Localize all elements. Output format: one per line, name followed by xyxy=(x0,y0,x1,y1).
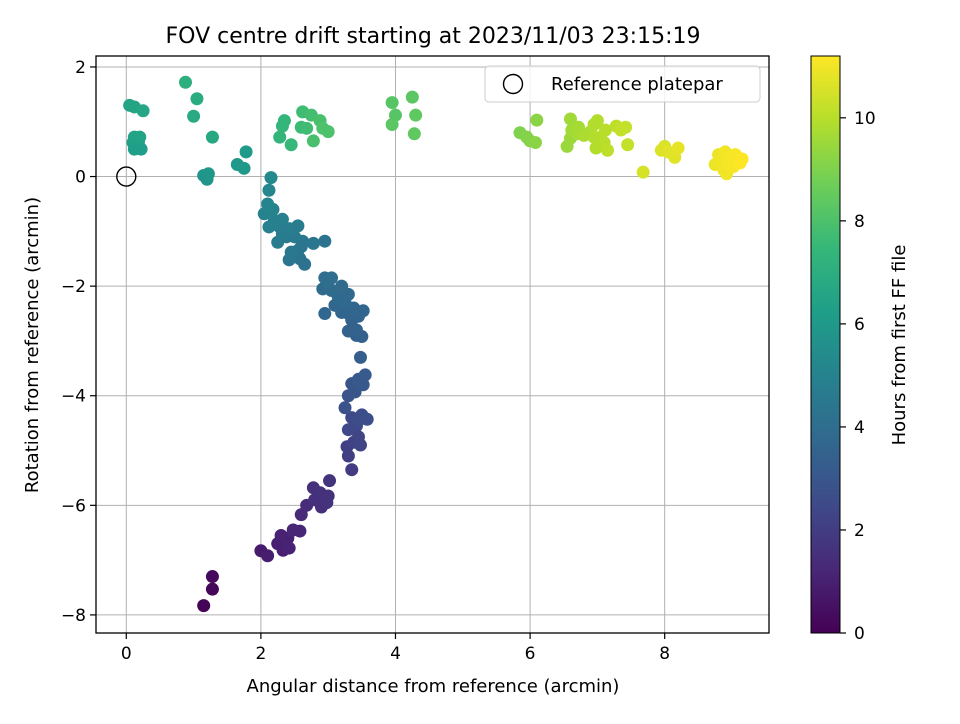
colorbar-tick-label: 6 xyxy=(854,315,865,335)
data-point xyxy=(261,197,275,211)
data-point xyxy=(190,92,204,106)
x-tick-label: 8 xyxy=(659,644,670,664)
data-point xyxy=(237,161,251,175)
data-points xyxy=(116,75,749,613)
x-axis-label: Angular distance from reference (arcmin) xyxy=(247,676,620,697)
data-point xyxy=(300,121,314,135)
y-tick-label: −2 xyxy=(61,277,86,297)
data-point xyxy=(306,236,320,250)
data-point xyxy=(530,113,544,127)
data-point xyxy=(136,104,150,118)
colorbar-ticks: 0 2 4 6 8 10 xyxy=(840,109,876,644)
x-tick-label: 2 xyxy=(255,644,266,664)
colorbar-tick-label: 2 xyxy=(854,521,865,541)
data-point xyxy=(598,123,612,137)
data-point xyxy=(356,378,370,392)
data-point xyxy=(277,114,291,128)
data-point xyxy=(385,96,399,110)
data-point xyxy=(528,136,542,150)
data-point xyxy=(293,524,307,538)
data-point xyxy=(345,463,359,477)
data-point xyxy=(205,582,219,596)
y-axis-label: Rotation from reference (arcmin) xyxy=(22,197,43,493)
data-point xyxy=(179,75,193,89)
y-tick-label: −8 xyxy=(61,606,86,626)
data-point xyxy=(621,138,635,152)
data-point xyxy=(563,112,577,126)
x-tick-label: 4 xyxy=(390,644,401,664)
colorbar-tick-label: 0 xyxy=(854,624,865,644)
data-point xyxy=(205,570,219,584)
data-point xyxy=(261,549,275,563)
y-tick-label: 0 xyxy=(75,168,86,188)
data-point xyxy=(284,245,298,259)
data-point xyxy=(407,127,421,141)
data-point xyxy=(587,130,601,144)
data-point xyxy=(335,279,349,293)
data-point xyxy=(349,323,363,337)
legend-reference-marker xyxy=(502,73,524,95)
data-point xyxy=(197,599,211,613)
data-point xyxy=(187,109,201,123)
data-point xyxy=(409,108,423,122)
data-point xyxy=(262,183,276,197)
data-point xyxy=(636,165,650,179)
colorbar xyxy=(810,55,841,634)
data-point xyxy=(264,171,278,185)
colorbar-tick-label: 8 xyxy=(854,212,865,232)
data-point xyxy=(353,350,367,364)
legend: Reference platepar xyxy=(484,65,761,103)
y-tick-label: 2 xyxy=(75,58,86,78)
data-point xyxy=(353,438,367,452)
legend-entry-label: Reference platepar xyxy=(551,74,723,95)
data-point xyxy=(358,368,372,382)
data-point xyxy=(619,120,633,134)
data-point xyxy=(323,474,337,488)
colorbar-tick-label: 10 xyxy=(854,109,876,129)
data-point xyxy=(306,134,320,148)
y-tick-label: −4 xyxy=(61,387,86,407)
data-point xyxy=(275,212,289,226)
data-point xyxy=(590,114,604,128)
colorbar-label: Hours from first FF file xyxy=(889,245,910,446)
data-point xyxy=(205,130,219,144)
data-point xyxy=(291,219,305,233)
x-tick-label: 6 xyxy=(525,644,536,664)
data-point xyxy=(239,145,253,159)
data-point xyxy=(318,307,332,321)
data-point xyxy=(318,234,332,248)
axis-ticks: 0 2 4 6 8 −8 −6 −4 −2 0 2 xyxy=(61,58,670,664)
data-point xyxy=(321,125,335,139)
x-tick-label: 0 xyxy=(121,644,132,664)
legend-box xyxy=(484,65,761,103)
data-point xyxy=(282,541,296,555)
data-point xyxy=(338,401,352,415)
data-point xyxy=(273,130,287,144)
data-point xyxy=(671,141,685,155)
data-point xyxy=(735,152,749,166)
data-point xyxy=(201,167,215,181)
data-point xyxy=(385,117,399,131)
reference-platepar-marker xyxy=(116,166,137,187)
data-point xyxy=(294,240,308,254)
data-point xyxy=(284,138,298,152)
data-point xyxy=(405,90,419,104)
y-tick-label: −6 xyxy=(61,496,86,516)
data-point xyxy=(360,412,374,426)
data-point xyxy=(133,130,147,144)
data-point xyxy=(325,271,339,285)
colorbar-tick-label: 4 xyxy=(854,418,865,438)
plot-frame xyxy=(95,55,770,634)
data-point xyxy=(320,496,334,510)
data-point xyxy=(274,528,288,542)
data-point xyxy=(600,143,614,157)
chart-title: FOV centre drift starting at 2023/11/03 … xyxy=(166,24,701,49)
